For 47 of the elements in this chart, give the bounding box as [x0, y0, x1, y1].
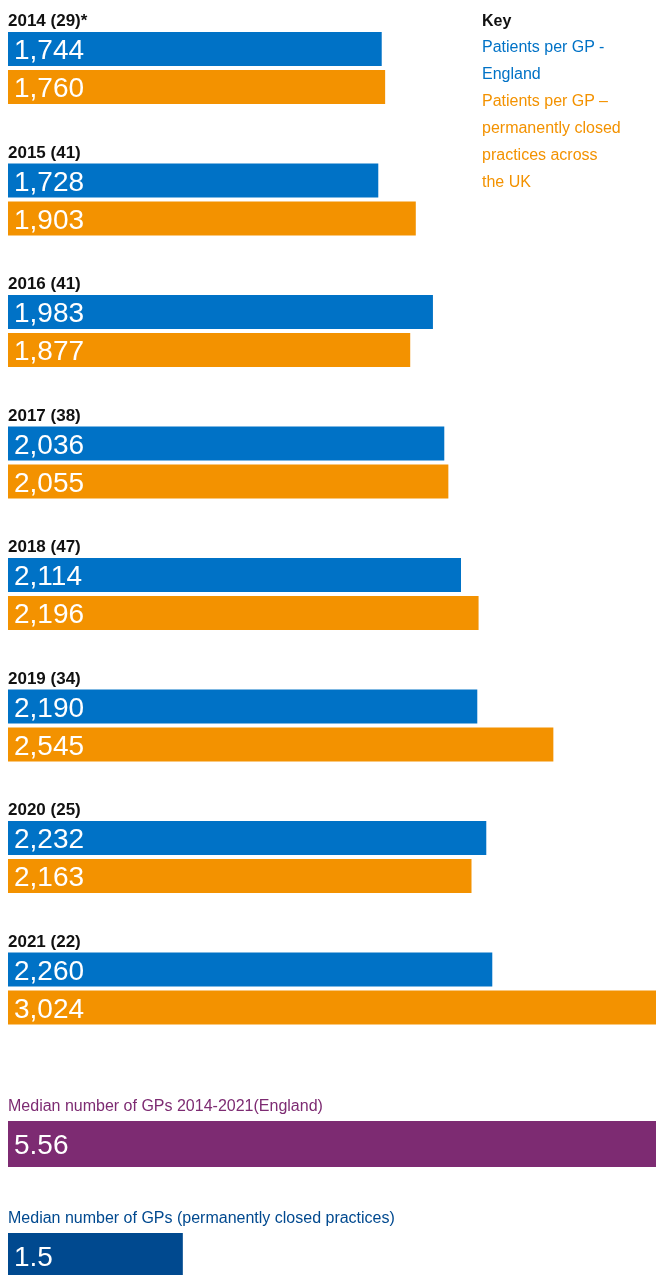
- data-label: 1,744: [14, 34, 85, 65]
- data-label: 2,196: [14, 598, 85, 629]
- bar: [8, 201, 416, 236]
- data-label: 3,024: [14, 992, 85, 1024]
- y-tick-label: 2018 (47): [8, 537, 81, 556]
- y-tick-label: Median number of GPs (permanently closed practices): [8, 1209, 395, 1226]
- bar: [8, 727, 554, 762]
- text: Patients per GP - England: [482, 38, 605, 82]
- y-tick-label: 2015 (41): [8, 142, 81, 162]
- y-tick-label: 2020 (25): [8, 800, 81, 819]
- bar: [8, 689, 478, 724]
- bar: [8, 163, 379, 198]
- legend-title: Key: [482, 12, 512, 29]
- bar: [8, 952, 493, 987]
- bar: [8, 464, 449, 499]
- bar: [8, 426, 445, 461]
- data-label: 2,545: [14, 729, 85, 761]
- data-label: 1,903: [14, 203, 85, 235]
- data-label: 2,260: [14, 954, 85, 986]
- y-tick-label: 2017 (38): [8, 405, 81, 425]
- data-label: 5.56: [14, 1129, 69, 1160]
- data-label: 2,114: [14, 560, 82, 591]
- data-label: 2,232: [14, 823, 85, 854]
- y-tick-label: Median number of GPs 2014-2021(England): [8, 1097, 323, 1114]
- text: Patients per GP – permanently closed practices across the UK: [482, 92, 621, 190]
- bar: [8, 333, 411, 367]
- y-tick-label: 2014 (29)*: [8, 11, 88, 30]
- bar: [8, 596, 479, 630]
- data-label: 1,877: [14, 335, 85, 366]
- bar: [8, 558, 461, 592]
- bar: [8, 821, 487, 855]
- bar: [8, 32, 382, 66]
- data-label: 1.5: [14, 1241, 53, 1272]
- y-tick-label: 2021 (22): [8, 931, 81, 951]
- data-label: 1,728: [14, 165, 85, 197]
- y-tick-label: 2016 (41): [8, 274, 81, 293]
- bar: [8, 295, 433, 329]
- bar: [8, 859, 472, 893]
- y-tick-label: 2019 (34): [8, 668, 81, 688]
- data-label: 2,163: [14, 861, 85, 892]
- data-label: 2,055: [14, 466, 85, 498]
- data-label: 2,190: [14, 691, 85, 723]
- bar: [8, 990, 656, 1025]
- bar: [8, 70, 386, 104]
- data-label: 1,760: [14, 72, 85, 103]
- data-label: 1,983: [14, 297, 85, 328]
- data-label: 2,036: [14, 428, 85, 460]
